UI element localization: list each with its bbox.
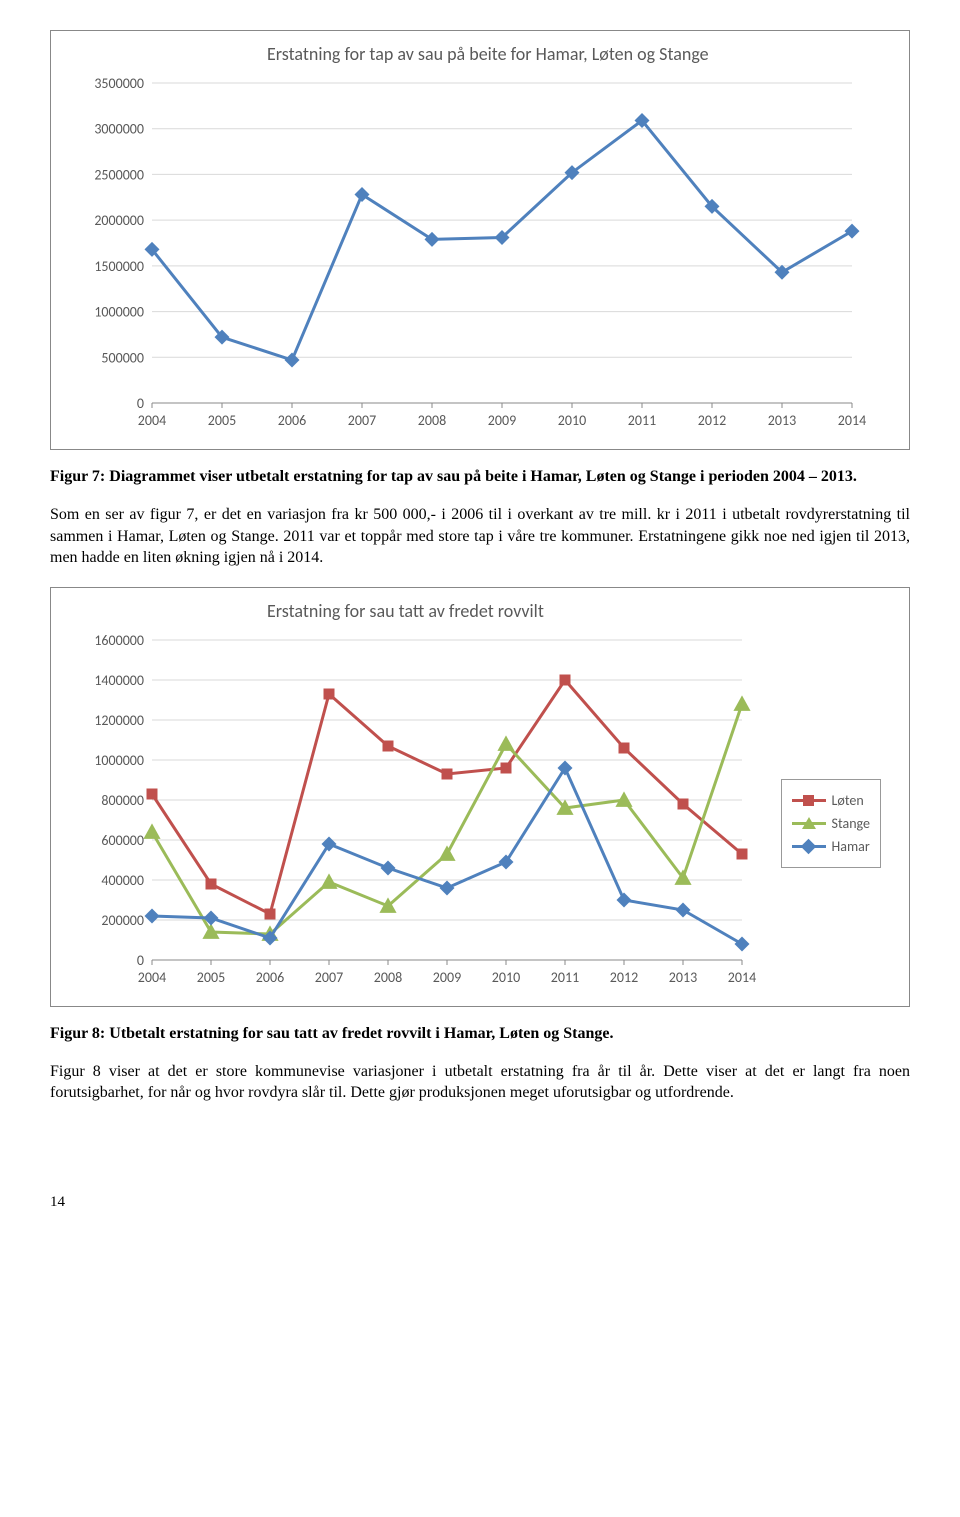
chart-1-plot: 0 500000 1000000 1500000 2000000 2500000 30000… xyxy=(67,73,867,433)
svg-text:2008: 2008 xyxy=(418,412,446,429)
svg-text:400000: 400000 xyxy=(101,872,144,889)
svg-text:2011: 2011 xyxy=(551,969,579,986)
svg-text:0: 0 xyxy=(137,395,144,412)
svg-text:1400000: 1400000 xyxy=(94,672,144,689)
svg-text:2009: 2009 xyxy=(488,412,516,429)
svg-text:800000: 800000 xyxy=(101,792,144,809)
paragraph-1: Som en ser av figur 7, er det en variasj… xyxy=(50,504,910,569)
svg-text:1000000: 1000000 xyxy=(94,304,144,321)
svg-text:2004: 2004 xyxy=(138,969,166,986)
legend-item-hamar: Hamar xyxy=(792,838,870,855)
svg-text:2004: 2004 xyxy=(138,412,166,429)
svg-text:200000: 200000 xyxy=(101,912,144,929)
svg-text:2009: 2009 xyxy=(433,969,461,986)
chart-2-container: Erstatning for sau tatt av fredet rovvil… xyxy=(50,587,910,1007)
svg-text:1000000: 1000000 xyxy=(94,752,144,769)
figure-8-caption: Figur 8: Utbetalt erstatning for sau tat… xyxy=(50,1025,910,1043)
svg-text:3000000: 3000000 xyxy=(94,121,144,138)
svg-text:1500000: 1500000 xyxy=(94,258,144,275)
svg-text:2014: 2014 xyxy=(838,412,866,429)
page-number: 14 xyxy=(50,1194,910,1211)
svg-text:2008: 2008 xyxy=(374,969,402,986)
svg-text:2006: 2006 xyxy=(278,412,306,429)
svg-text:2006: 2006 xyxy=(256,969,284,986)
legend-item-stange: Stange xyxy=(792,815,870,832)
svg-text:2012: 2012 xyxy=(610,969,638,986)
legend-item-løten: Løten xyxy=(792,792,870,809)
svg-text:600000: 600000 xyxy=(101,832,144,849)
svg-text:2005: 2005 xyxy=(197,969,225,986)
svg-text:2012: 2012 xyxy=(698,412,726,429)
paragraph-2: Figur 8 viser at det er store kommunevis… xyxy=(50,1061,910,1104)
svg-text:2010: 2010 xyxy=(492,969,520,986)
chart-2-plot: 0 200000 400000 600000 800000 1000000 1200000 1… xyxy=(67,630,867,990)
svg-text:2013: 2013 xyxy=(669,969,697,986)
chart-2-title: Erstatning for sau tatt av fredet rovvil… xyxy=(67,600,893,622)
svg-text:1200000: 1200000 xyxy=(94,712,144,729)
chart-2-legend: Løten Stange Hamar xyxy=(781,779,881,868)
figure-7-caption: Figur 7: Diagrammet viser utbetalt ersta… xyxy=(50,468,910,486)
svg-text:1600000: 1600000 xyxy=(94,632,144,649)
svg-text:2013: 2013 xyxy=(768,412,796,429)
svg-text:2005: 2005 xyxy=(208,412,236,429)
svg-text:2011: 2011 xyxy=(628,412,656,429)
chart-1-container: Erstatning for tap av sau på beite for H… xyxy=(50,30,910,450)
svg-text:2014: 2014 xyxy=(728,969,756,986)
svg-text:2007: 2007 xyxy=(315,969,343,986)
svg-text:3500000: 3500000 xyxy=(94,75,144,92)
chart-1-title: Erstatning for tap av sau på beite for H… xyxy=(67,43,893,65)
svg-text:0: 0 xyxy=(137,952,144,969)
svg-text:500000: 500000 xyxy=(101,349,144,366)
svg-text:2007: 2007 xyxy=(348,412,376,429)
svg-text:2500000: 2500000 xyxy=(94,166,144,183)
svg-text:2010: 2010 xyxy=(558,412,586,429)
svg-text:2000000: 2000000 xyxy=(94,212,144,229)
